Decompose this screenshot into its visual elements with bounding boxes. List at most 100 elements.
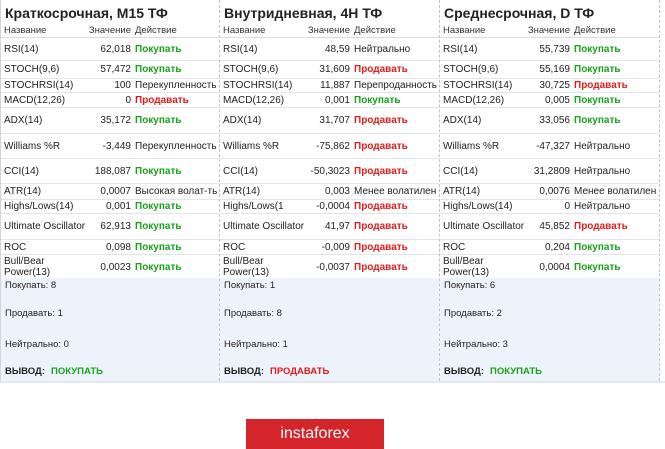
- indicator-action: Нейтрально: [574, 140, 631, 152]
- table-row: Williams %R -3,449 Перекупленность: [1, 134, 219, 159]
- table-row: Highs/Lows(1 -0,0004 Продавать: [220, 200, 439, 214]
- indicator-name: ADX(14): [223, 115, 262, 126]
- table-row: MACD(12,26) 0,001 Покупать: [220, 93, 439, 108]
- indicator-value: 31,609: [319, 64, 350, 75]
- indicator-value: 48,59: [324, 43, 350, 55]
- summary-neutral-count: Нейтрально: 3: [444, 339, 508, 350]
- indicator-name: Bull/Bear Power(13): [443, 256, 490, 278]
- table-row: Ultimate Oscillator 41,97 Продавать: [220, 214, 439, 240]
- table-row: Highs/Lows(14) 0,001 Покупать: [1, 200, 219, 214]
- indicator-name: ATR(14): [443, 186, 481, 197]
- instaforex-logo[interactable]: instaforex: [246, 419, 384, 449]
- summary-verdict: ВЫВОД: ПРОДАВАТЬ: [224, 366, 329, 377]
- table-row: Bull/Bear Power(13) -0,0037 Продавать: [220, 255, 439, 280]
- indicator-name: MACD(12,26): [443, 94, 505, 106]
- indicator-value: 0,0007: [100, 186, 131, 197]
- column-header-value: Значение: [527, 25, 570, 36]
- table-row: CCI(14) 31,2809 Нейтрально: [440, 159, 659, 184]
- indicator-value: -0,0004: [316, 201, 350, 212]
- table-row: ROC 0,098 Покупать: [1, 240, 219, 255]
- indicator-value: 0: [564, 201, 570, 212]
- indicator-name: RSI(14): [4, 43, 39, 55]
- indicator-name: STOCHRSI(14): [223, 80, 293, 91]
- indicator-action: Покупать: [135, 165, 182, 177]
- table-row: RSI(14) 48,59 Нейтрально: [220, 38, 439, 61]
- indicator-name: Highs/Lows(14): [4, 201, 74, 212]
- table-row: STOCH(9,6) 55,169 Покупать: [440, 61, 659, 79]
- indicator-value: 0,0076: [539, 186, 570, 197]
- summary-neutral-count: Нейтрально: 1: [224, 339, 288, 350]
- indicator-action: Продавать: [135, 94, 189, 106]
- indicator-value: 35,172: [100, 115, 131, 126]
- panel-intraday: Внутридневная, 4Н ТФ Название Значение Дейс…: [220, 0, 440, 381]
- indicator-name: STOCH(9,6): [223, 64, 279, 75]
- indicator-name: ATR(14): [4, 186, 42, 197]
- table-header: Название Значение Действие: [1, 24, 219, 38]
- indicator-action: Покупать: [135, 201, 182, 212]
- indicator-value: 30,725: [539, 80, 570, 91]
- table-row: STOCHRSI(14) 100 Перекупленность: [1, 79, 219, 93]
- indicator-action: Нейтрально: [574, 165, 631, 177]
- indicator-value: 0,204: [544, 241, 570, 253]
- indicator-value: 0,0004: [539, 261, 570, 273]
- indicator-value: 0,001: [324, 94, 350, 106]
- indicator-name: Williams %R: [223, 140, 280, 152]
- indicator-action: Менее волатилен: [354, 186, 437, 197]
- indicator-name: Ultimate Oscillator: [4, 221, 86, 232]
- indicator-name: ATR(14): [223, 186, 261, 197]
- panel-title: Среднесрочная, D ТФ: [444, 5, 595, 21]
- indicator-action: Покупать: [135, 241, 182, 253]
- indicator-value: 0,005: [544, 94, 570, 106]
- indicator-action: Покупать: [135, 43, 182, 55]
- indicator-action: Продавать: [574, 80, 628, 91]
- indicator-value: -0,0037: [316, 261, 350, 273]
- table-row: MACD(12,26) 0 Продавать: [1, 93, 219, 108]
- summary-buy-count: Покупать: 8: [5, 280, 57, 291]
- indicator-name: STOCHRSI(14): [4, 80, 74, 91]
- indicator-value: 31,2809: [533, 165, 570, 177]
- table-row: STOCH(9,6) 31,609 Продавать: [220, 61, 439, 79]
- summary-sell-count: Продавать: 1: [5, 308, 63, 319]
- indicator-action: Продавать: [354, 115, 408, 126]
- table-row: RSI(14) 62,018 Покупать: [1, 38, 219, 61]
- indicator-action: Менее волатилен: [574, 186, 657, 197]
- indicator-value: 0,098: [105, 241, 131, 253]
- panel-short-term: Краткосрочная, М15 ТФ Название Значение Дей…: [0, 0, 220, 381]
- panel-title: Краткосрочная, М15 ТФ: [5, 5, 168, 21]
- table-row: ROC -0,009 Продавать: [220, 240, 439, 255]
- indicator-action: Покупать: [135, 261, 182, 273]
- indicator-name: Highs/Lows(14): [443, 201, 513, 212]
- indicator-value: 55,739: [539, 43, 570, 55]
- indicator-action: Покупать: [574, 115, 621, 126]
- table-row: Highs/Lows(14) 0 Нейтрально: [440, 200, 659, 214]
- indicator-action: Высокая волат-ть: [135, 186, 218, 197]
- column-header-name: Название: [443, 25, 486, 36]
- summary-box: Покупать: 1 Продавать: 8 Нейтрально: 1 ВЫВО…: [220, 278, 439, 381]
- indicator-action: Покупать: [574, 64, 621, 75]
- indicator-name: STOCH(9,6): [4, 64, 60, 75]
- indicator-name: ADX(14): [443, 115, 482, 126]
- indicator-action: Перепроданность: [354, 80, 437, 91]
- table-row: Bull/Bear Power(13) 0,0004 Покупать: [440, 255, 659, 280]
- indicator-action: Покупать: [574, 241, 621, 253]
- column-header-action: Действие: [354, 25, 396, 36]
- indicator-value: -50,3023: [310, 165, 350, 177]
- indicator-action: Покупать: [354, 94, 401, 106]
- verdict-label: ВЫВОД:: [444, 366, 484, 377]
- table-row: Williams %R -75,862 Продавать: [220, 134, 439, 159]
- indicator-name: RSI(14): [223, 43, 258, 55]
- table-header: Название Значение Действие: [220, 24, 439, 38]
- table-row: ATR(14) 0,0007 Высокая волат-ть: [1, 184, 219, 200]
- indicator-action: Продавать: [354, 261, 408, 273]
- indicator-name: ROC: [223, 241, 246, 253]
- verdict-label: ВЫВОД:: [5, 366, 45, 377]
- indicator-name: ROC: [4, 241, 27, 253]
- table-row: Ultimate Oscillator 45,852 Продавать: [440, 214, 659, 240]
- table-row: ADX(14) 33,056 Покупать: [440, 108, 659, 134]
- table-row: ADX(14) 35,172 Покупать: [1, 108, 219, 134]
- indicator-name: CCI(14): [223, 165, 259, 177]
- indicator-action: Продавать: [574, 221, 628, 232]
- indicator-action: Покупать: [135, 64, 182, 75]
- table-row: STOCHRSI(14) 30,725 Продавать: [440, 79, 659, 93]
- table-row: CCI(14) 188,087 Покупать: [1, 159, 219, 184]
